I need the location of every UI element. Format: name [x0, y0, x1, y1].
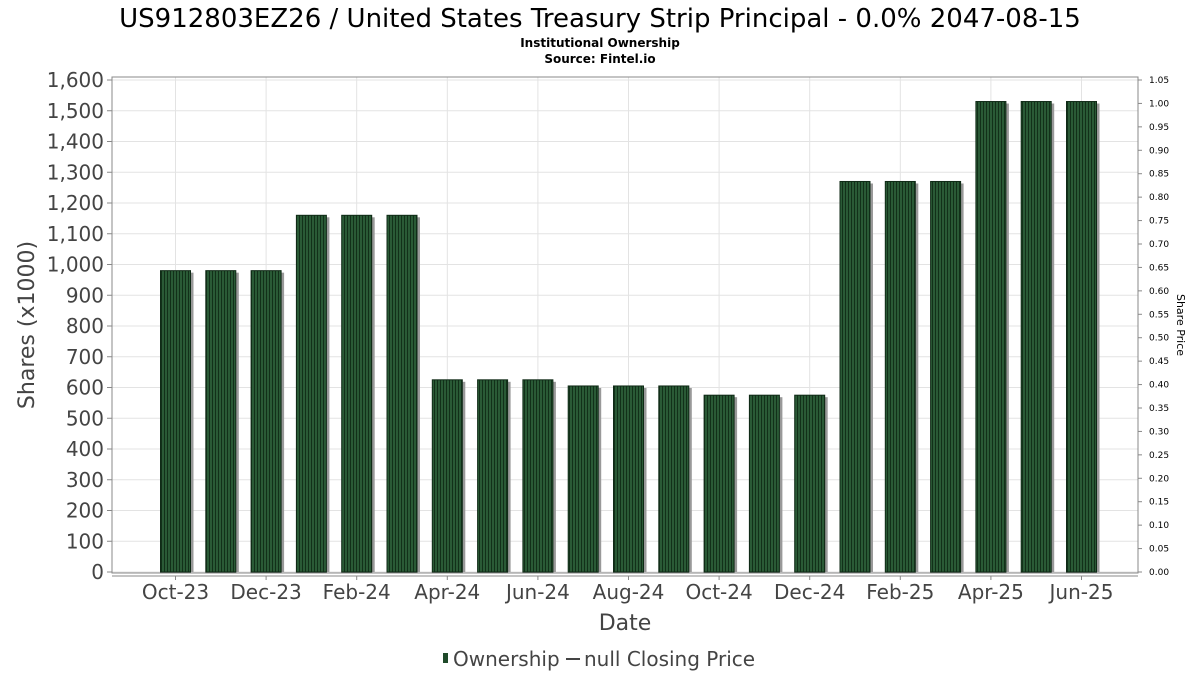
- y-axis-ticks: 0 100 200 300 400 500 600 700 800 900 1,000 1,100 1,…: [47, 68, 112, 584]
- legend: Ownership null Closing Price: [443, 647, 755, 671]
- y2-tick-label: 0.30: [1149, 427, 1169, 437]
- ownership-bar: [975, 101, 1007, 573]
- y-tick-label: 1,600: [47, 68, 104, 92]
- x-tick-label: Dec-24: [774, 580, 845, 604]
- y-tick-label: 1,400: [47, 130, 104, 154]
- y-tick-label: 1,300: [47, 160, 104, 184]
- x-tick-label: Oct-24: [685, 580, 752, 604]
- ownership-bar: [477, 379, 509, 573]
- ownership-bar: [386, 214, 418, 573]
- legend-closing-price-label: null Closing Price: [584, 647, 755, 671]
- y-tick-label: 0: [91, 560, 104, 584]
- ownership-bar: [1020, 101, 1052, 573]
- x-tick-label: Feb-24: [323, 580, 391, 604]
- y-tick-label: 1,100: [47, 222, 104, 246]
- ownership-bar: [431, 379, 463, 573]
- x-axis-ticks: Oct-23 Dec-23 Feb-24 Apr-24 Jun-24 Aug-24 Oct-…: [142, 576, 1114, 604]
- legend-ownership-swatch: [443, 653, 448, 663]
- x-tick-label: Jun-25: [1048, 580, 1114, 604]
- y2-tick-label: 0.60: [1149, 287, 1169, 297]
- y-tick-label: 1,000: [47, 253, 104, 277]
- x-tick-label: Apr-25: [958, 580, 1024, 604]
- y2-tick-label: 1.05: [1149, 76, 1169, 86]
- y2-tick-label: 0.95: [1149, 123, 1169, 133]
- chart-source: Source: Fintel.io: [544, 52, 655, 66]
- ownership-bar: [839, 180, 871, 573]
- ownership-bar: [930, 180, 962, 573]
- y-axis-label: Shares (x1000): [15, 241, 40, 409]
- y2-tick-label: 0.35: [1149, 404, 1169, 414]
- x-tick-label: Apr-24: [414, 580, 480, 604]
- ownership-bar: [205, 270, 237, 573]
- x-axis-label: Date: [599, 611, 652, 636]
- ownership-bar: [794, 394, 826, 573]
- ownership-bar: [160, 270, 191, 573]
- y2-tick-label: 0.50: [1149, 334, 1169, 344]
- bars: [160, 101, 1100, 573]
- y2-tick-label: 0.40: [1149, 381, 1169, 391]
- y-tick-label: 700: [66, 345, 104, 369]
- y-tick-label: 800: [66, 314, 104, 338]
- x-tick-label: Aug-24: [593, 580, 665, 604]
- y2-tick-label: 0.80: [1149, 193, 1169, 203]
- y-tick-label: 1,200: [47, 191, 104, 215]
- y2-tick-label: 0.05: [1149, 545, 1169, 555]
- y2-tick-label: 0.25: [1149, 451, 1169, 461]
- x-tick-label: Oct-23: [142, 580, 209, 604]
- y-tick-label: 600: [66, 376, 104, 400]
- x-tick-label: Dec-23: [230, 580, 301, 604]
- y-tick-label: 100: [66, 529, 104, 553]
- y2-tick-label: 0.65: [1149, 263, 1169, 273]
- ownership-bar: [567, 385, 599, 573]
- y-tick-label: 900: [66, 283, 104, 307]
- ownership-bar: [884, 180, 916, 573]
- ownership-bar: [295, 214, 327, 573]
- y2-tick-label: 0.45: [1149, 357, 1169, 367]
- y2-tick-label: 0.00: [1149, 568, 1169, 578]
- y-tick-label: 200: [66, 499, 104, 523]
- y-tick-label: 400: [66, 437, 104, 461]
- ownership-bar: [748, 394, 780, 573]
- legend-ownership-label: Ownership: [453, 647, 560, 671]
- chart-title: US912803EZ26 / United States Treasury St…: [119, 4, 1081, 34]
- ownership-bar: [250, 270, 282, 573]
- x-tick-label: Feb-25: [866, 580, 934, 604]
- y-tick-label: 500: [66, 406, 104, 430]
- ownership-bar: [1066, 101, 1097, 573]
- chart-subtitle: Institutional Ownership: [520, 36, 680, 50]
- y2-tick-label: 0.70: [1149, 240, 1169, 250]
- ownership-bar: [703, 394, 735, 573]
- y-tick-label: 1,500: [47, 99, 104, 123]
- y2-tick-label: 0.20: [1149, 474, 1169, 484]
- ownership-bar: [341, 214, 373, 573]
- ownership-bar: [522, 379, 554, 573]
- y2-tick-label: 0.90: [1149, 146, 1169, 156]
- y2-axis-label: Share Price: [1174, 294, 1187, 356]
- y2-tick-label: 0.10: [1149, 521, 1169, 531]
- x-tick-label: Jun-24: [504, 580, 570, 604]
- y2-tick-label: 0.75: [1149, 217, 1169, 227]
- y2-tick-label: 1.00: [1149, 99, 1169, 109]
- y-tick-label: 300: [66, 468, 104, 492]
- ownership-bar: [613, 385, 644, 573]
- y2-tick-label: 0.85: [1149, 170, 1169, 180]
- y2-tick-label: 0.15: [1149, 498, 1169, 508]
- y2-axis-ticks: 0.00 0.05 0.10 0.15 0.20 0.25 0.30 0.35 0.40 0.45…: [1138, 76, 1169, 578]
- ownership-bar: [658, 385, 690, 573]
- y2-tick-label: 0.55: [1149, 310, 1169, 320]
